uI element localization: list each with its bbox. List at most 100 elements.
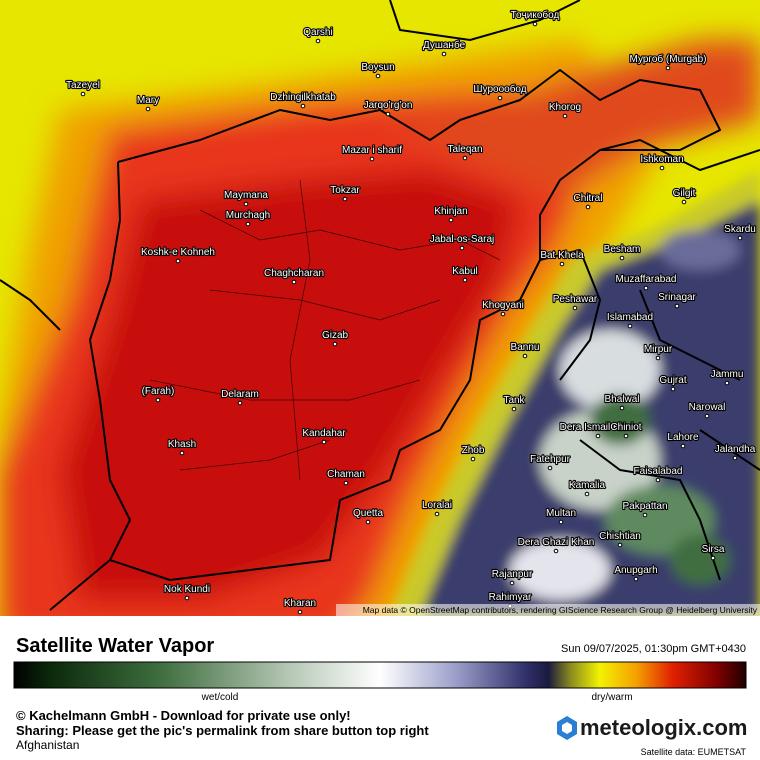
- brand-logo: [557, 716, 577, 740]
- place-label: Islamabad: [607, 312, 653, 323]
- place-dot: [627, 323, 633, 329]
- brand: meteologix.com: [580, 715, 747, 740]
- place-dot: [369, 156, 375, 162]
- borders: [0, 0, 760, 611]
- place-label: Khogyani: [482, 300, 524, 311]
- place-label: Taleqan: [447, 144, 482, 155]
- place-label: Quetta: [353, 508, 383, 519]
- place-dot: [595, 433, 601, 439]
- place-dot: [243, 201, 249, 207]
- place-dot: [342, 196, 348, 202]
- timestamp: Sun 09/07/2025, 01:30pm GMT+0430: [561, 643, 746, 655]
- place-label: Srinagar: [658, 292, 696, 303]
- place-label: Mary: [137, 95, 159, 106]
- place-dot: [619, 255, 625, 261]
- place-dot: [559, 261, 565, 267]
- place-label: Gilgit: [673, 188, 696, 199]
- place-dot: [522, 353, 528, 359]
- place-label: Lahore: [667, 432, 699, 443]
- place-label: Chaghcharan: [264, 268, 324, 279]
- place-label: Loralai: [422, 500, 452, 511]
- place-label: Шуроообод: [473, 83, 526, 95]
- place-label: Boysun: [361, 62, 394, 73]
- place-dot: [710, 555, 716, 561]
- place-label: Qarshi: [303, 27, 332, 38]
- place-dot: [681, 199, 687, 205]
- place-dot: [441, 51, 447, 57]
- place-label: Kandahar: [302, 428, 346, 439]
- place-dot: [145, 106, 151, 112]
- place-dot: [497, 95, 503, 101]
- place-label: Khorog: [549, 102, 581, 113]
- place-dot: [659, 165, 665, 171]
- place-dot: [737, 235, 743, 241]
- place-label: Chitral: [574, 193, 603, 204]
- place-dot: [670, 386, 676, 392]
- place-label: Chishtian: [599, 531, 641, 542]
- region: Afghanistan: [16, 738, 79, 752]
- place-label: Skardu: [724, 224, 756, 235]
- place-label: Jammu: [711, 369, 744, 380]
- place-label: Murchagh: [226, 210, 270, 221]
- place-dot: [245, 221, 251, 227]
- place-dot: [558, 519, 564, 525]
- place-dot: [365, 519, 371, 525]
- place-label: Jabal-os-Saraj: [430, 234, 494, 245]
- place-dot: [642, 512, 648, 518]
- place-label: Gujrat: [659, 375, 686, 386]
- place-label: Pakpattan: [622, 501, 667, 512]
- place-label: Jalandha: [715, 444, 756, 455]
- place-dot: [179, 450, 185, 456]
- color-scale: [13, 661, 747, 689]
- place-label: Bat Khela: [540, 250, 584, 261]
- place-dot: [655, 477, 661, 483]
- place-label: Kharan: [284, 598, 316, 609]
- place-label: Ishkoman: [640, 154, 683, 165]
- place-label: Peshawar: [553, 294, 598, 305]
- place-dot: [623, 433, 629, 439]
- place-label: Khinjan: [434, 206, 467, 217]
- place-label: Faisalabad: [634, 466, 683, 477]
- place-label: Delaram: [221, 389, 259, 400]
- place-dot: [633, 576, 639, 582]
- place-dot: [532, 21, 538, 27]
- place-label: Bannu: [511, 342, 540, 353]
- place-dot: [732, 455, 738, 461]
- place-dot: [674, 303, 680, 309]
- place-label: Multan: [546, 508, 576, 519]
- place-dot: [459, 245, 465, 251]
- place-label: Dzhingilkhatab: [270, 92, 336, 103]
- place-dot: [724, 380, 730, 386]
- place-dot: [462, 155, 468, 161]
- place-dot: [297, 609, 303, 615]
- place-label: Kamalia: [569, 480, 606, 491]
- place-label: Narowal: [689, 402, 726, 413]
- place-label: Тоҷикобод: [511, 9, 560, 21]
- place-dot: [237, 400, 243, 406]
- place-label: Muzaffarabad: [616, 274, 677, 285]
- place-dot: [470, 456, 476, 462]
- place-dot: [434, 511, 440, 517]
- place-label: Maymana: [224, 190, 268, 201]
- place-dot: [332, 341, 338, 347]
- place-label: Kabul: [452, 266, 478, 277]
- place-label: Koshk-e Kohneh: [141, 247, 215, 258]
- place-label: Anupgarh: [614, 565, 657, 576]
- place-label: Zhob: [462, 445, 485, 456]
- place-dot: [175, 258, 181, 264]
- legend-low-label: wet/cold: [201, 692, 239, 703]
- place-labels: Qarshi Boysun Душанбе Тоҷикобод Tazeyel Mary D…: [65, 8, 757, 615]
- place-label: Fatehpur: [530, 454, 571, 465]
- place-dot: [448, 217, 454, 223]
- place-dot: [553, 548, 559, 554]
- place-dot: [80, 91, 86, 97]
- place-dot: [619, 405, 625, 411]
- place-label: Nok Kundi: [164, 584, 210, 595]
- place-dot: [511, 406, 517, 412]
- place-dot: [291, 279, 297, 285]
- place-label: Mirpur: [644, 344, 673, 355]
- place-dot: [385, 111, 391, 117]
- imagery: [0, 0, 760, 616]
